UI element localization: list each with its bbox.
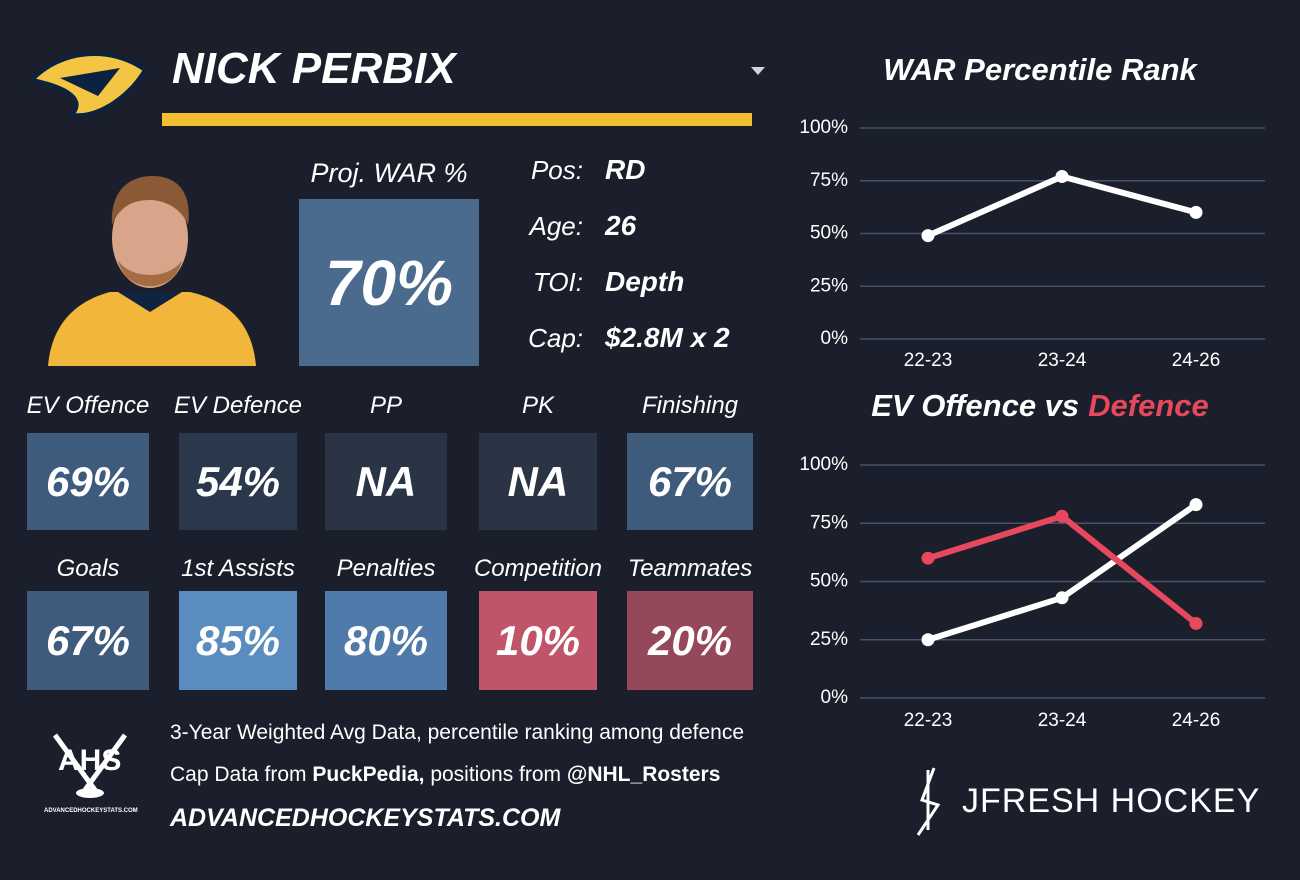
tile-label: Goals bbox=[56, 555, 120, 582]
point bbox=[921, 633, 935, 647]
title-part: EV Offence vs bbox=[871, 388, 1079, 423]
info-value: Depth bbox=[605, 266, 685, 297]
cap-prefix: Cap Data from bbox=[170, 763, 307, 786]
y-tick-label: 25% bbox=[810, 629, 848, 650]
tile-label: 1st Assists bbox=[181, 555, 295, 582]
info-value: RD bbox=[605, 154, 646, 185]
tile-label: PK bbox=[521, 392, 554, 419]
tile-value: NA bbox=[325, 433, 447, 530]
name-underline bbox=[162, 113, 752, 126]
tile-value: 67% bbox=[627, 433, 753, 530]
pos-prefix: positions from bbox=[430, 763, 562, 786]
point bbox=[1055, 170, 1069, 184]
footer-note: 3-Year Weighted Avg Data, percentile ran… bbox=[170, 721, 744, 744]
tile-label: EV Defence bbox=[173, 392, 303, 419]
pos-source: @NHL_Rosters bbox=[566, 763, 721, 786]
y-tick-label: 50% bbox=[810, 223, 848, 244]
title-part: Defence bbox=[1088, 388, 1209, 423]
series-line bbox=[926, 173, 1197, 239]
point bbox=[921, 229, 935, 243]
tile-value: 10% bbox=[479, 591, 597, 690]
point bbox=[1189, 498, 1203, 512]
x-tick-label: 22-23 bbox=[904, 350, 953, 371]
tile-label: Competition bbox=[473, 555, 603, 582]
tile-value: 85% bbox=[179, 591, 297, 690]
tile-label: Penalties bbox=[336, 555, 436, 582]
tile-label: Teammates bbox=[627, 555, 753, 582]
point bbox=[1055, 591, 1069, 605]
tile-value: NA bbox=[479, 433, 597, 530]
website[interactable]: ADVANCEDHOCKEYSTATS.COM bbox=[170, 804, 561, 832]
y-tick-label: 75% bbox=[810, 512, 848, 533]
info-label: Cap: bbox=[528, 323, 583, 353]
proj-label: Proj. WAR % bbox=[310, 158, 468, 188]
tile-label: EV Offence bbox=[26, 392, 150, 419]
chart-title: WAR Percentile Rank bbox=[883, 52, 1198, 87]
point bbox=[1189, 616, 1203, 630]
point bbox=[1189, 205, 1203, 219]
jfresh-text: JFRESH HOCKEY bbox=[962, 782, 1261, 820]
tile-value: 54% bbox=[179, 433, 297, 530]
proj-value: 70% bbox=[299, 199, 479, 366]
ahs-url: ADVANCEDHOCKEYSTATS.COM bbox=[44, 808, 138, 814]
x-tick-label: 23-24 bbox=[1038, 350, 1087, 371]
info-label: TOI: bbox=[532, 267, 583, 297]
info-label: Age: bbox=[529, 211, 584, 241]
player-name: NICK PERBIX bbox=[172, 44, 456, 93]
x-tick-label: 23-24 bbox=[1038, 710, 1087, 731]
team-logo bbox=[28, 52, 148, 118]
info-value: 26 bbox=[605, 210, 637, 241]
point bbox=[921, 551, 935, 565]
y-tick-label: 100% bbox=[799, 117, 848, 138]
chart-title: EV Offence vs Defence bbox=[871, 388, 1209, 423]
ahs-text: AHS bbox=[58, 744, 122, 777]
tile-label: Finishing bbox=[641, 392, 739, 419]
tile-label: PP bbox=[369, 392, 402, 419]
dropdown-arrow[interactable] bbox=[751, 67, 765, 75]
y-tick-label: 0% bbox=[821, 328, 849, 349]
footer-sources: Cap Data from PuckPedia, positions from … bbox=[170, 763, 720, 787]
cap-source: PuckPedia, bbox=[312, 763, 425, 786]
y-tick-label: 50% bbox=[810, 571, 848, 592]
x-tick-label: 24-26 bbox=[1172, 710, 1221, 731]
y-tick-label: 0% bbox=[821, 687, 849, 708]
x-tick-label: 24-26 bbox=[1172, 350, 1221, 371]
jfresh-logo bbox=[916, 767, 941, 836]
info-value: $2.8M x 2 bbox=[605, 322, 730, 353]
tile-value: 20% bbox=[627, 591, 753, 690]
info-label: Pos: bbox=[530, 155, 583, 185]
tile-value: 69% bbox=[27, 433, 149, 530]
series-line bbox=[927, 502, 1198, 643]
tile-value: 80% bbox=[325, 591, 447, 690]
x-tick-label: 22-23 bbox=[904, 710, 953, 731]
point bbox=[1055, 509, 1069, 523]
title-part: WAR Percentile Rank bbox=[883, 52, 1198, 87]
player-photo bbox=[48, 176, 256, 366]
y-tick-label: 100% bbox=[799, 454, 848, 475]
ahs-logo bbox=[52, 733, 128, 798]
y-tick-label: 25% bbox=[810, 275, 848, 296]
tile-value: 67% bbox=[27, 591, 149, 690]
y-tick-label: 75% bbox=[810, 170, 848, 191]
